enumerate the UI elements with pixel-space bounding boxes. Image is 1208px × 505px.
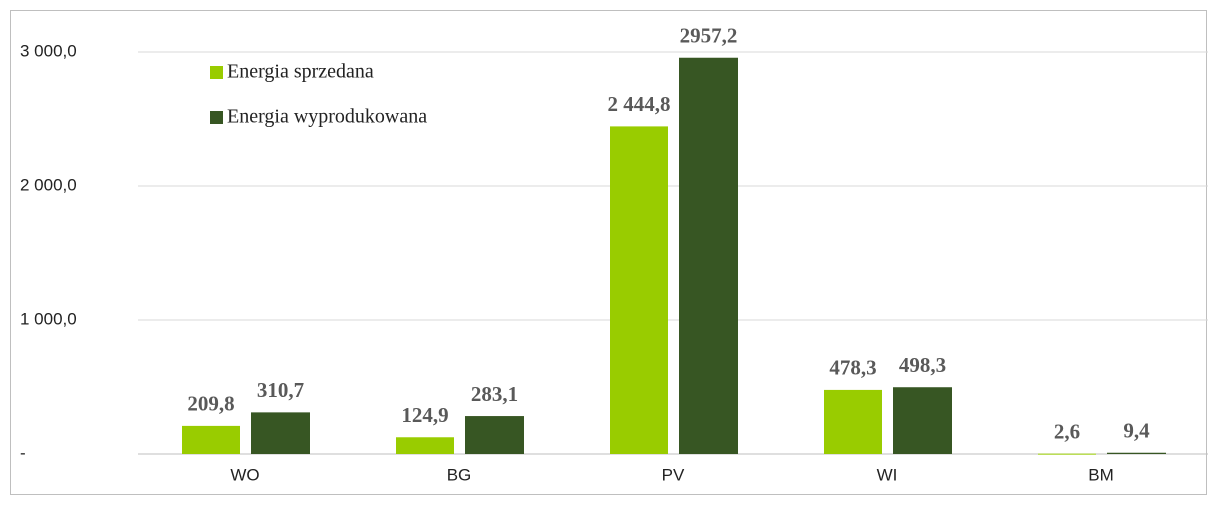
bar [1038, 453, 1096, 455]
x-tick-label: WI [877, 465, 898, 484]
legend-swatch [210, 66, 223, 79]
value-label: 498,3 [899, 353, 946, 377]
y-tick-label: 2 000,0 [20, 175, 77, 194]
value-label: 283,1 [471, 382, 518, 406]
y-tick-label: 3 000,0 [20, 41, 77, 60]
bar [396, 437, 454, 454]
bar [824, 389, 882, 454]
x-tick-label: BG [447, 465, 472, 484]
value-label: 2 444,8 [608, 92, 671, 116]
bar [679, 57, 738, 454]
bar [1107, 452, 1166, 454]
value-label: 124,9 [401, 403, 448, 427]
value-label: 2957,2 [680, 24, 738, 48]
value-label: 9,4 [1123, 419, 1150, 443]
value-label: 2,6 [1054, 419, 1080, 443]
value-label: 209,8 [187, 392, 234, 416]
x-tick-label: WO [230, 465, 259, 484]
y-tick-label: 1 000,0 [20, 309, 77, 328]
legend-swatch [210, 111, 223, 124]
value-label: 310,7 [257, 378, 304, 402]
bar [893, 387, 952, 454]
bar [182, 425, 240, 454]
x-tick-label: PV [662, 465, 685, 484]
legend-label: Energia wyprodukowana [227, 106, 427, 128]
bar [465, 416, 524, 454]
x-tick-label: BM [1088, 465, 1114, 484]
bar [251, 412, 310, 454]
chart-border [10, 10, 1207, 495]
y-tick-label: - [20, 443, 26, 462]
bar [610, 126, 668, 455]
value-label: 478,3 [829, 356, 876, 380]
legend-label: Energia sprzedana [227, 61, 374, 83]
